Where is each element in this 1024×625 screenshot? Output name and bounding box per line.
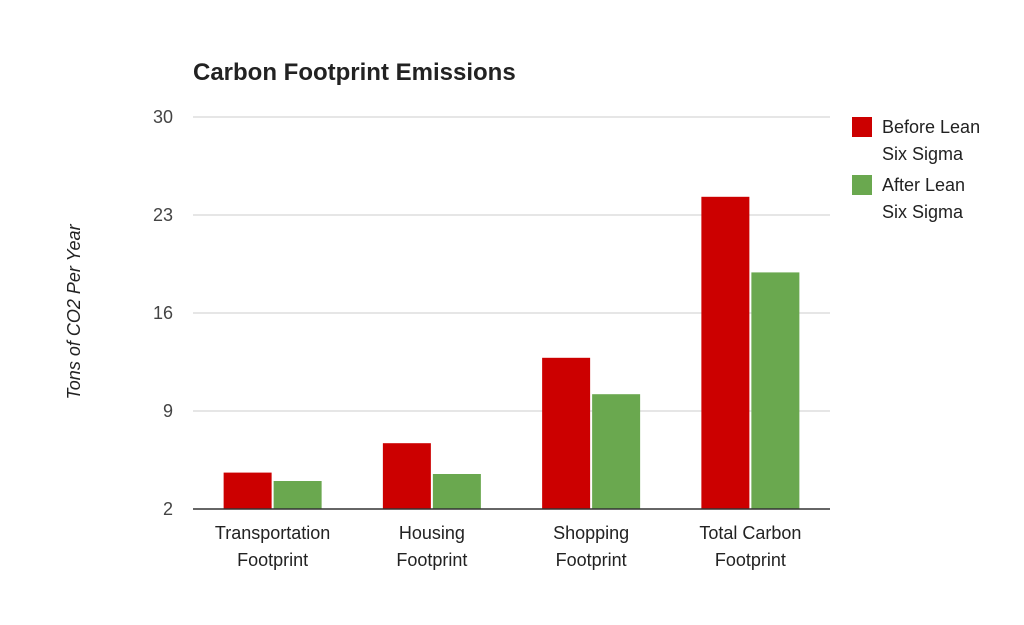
y-tick-label: 2 bbox=[163, 499, 173, 519]
legend-label: After Lean Six Sigma bbox=[882, 175, 965, 222]
bar-after-3 bbox=[751, 272, 800, 509]
bar-before-2 bbox=[542, 357, 591, 509]
x-category-label: Transportation Footprint bbox=[215, 523, 330, 570]
legend-label: Before Lean Six Sigma bbox=[882, 117, 980, 164]
x-axis-categories: Transportation Footprint Housing Footprint S… bbox=[215, 523, 801, 570]
x-category-label: Shopping Footprint bbox=[553, 523, 629, 570]
legend-swatch bbox=[852, 117, 872, 137]
y-tick-label: 9 bbox=[163, 401, 173, 421]
chart-title: Carbon Footprint Emissions bbox=[193, 59, 516, 86]
bar-after-2 bbox=[592, 394, 641, 509]
x-category-label: Housing Footprint bbox=[396, 523, 467, 570]
bar-before-0 bbox=[223, 472, 272, 509]
y-tick-label: 16 bbox=[153, 303, 173, 323]
bar-after-1 bbox=[432, 474, 481, 509]
x-category-label: Total Carbon Footprint bbox=[699, 523, 801, 570]
y-tick-label: 23 bbox=[153, 205, 173, 225]
bar-before-3 bbox=[701, 196, 750, 510]
y-axis-label: Tons of CO2 Per Year bbox=[64, 223, 84, 399]
y-axis-ticks: 2 9 16 23 30 bbox=[153, 107, 173, 519]
legend: Before Lean Six Sigma After Lean Six Sigma bbox=[852, 117, 980, 222]
bar-after-0 bbox=[273, 481, 322, 509]
legend-swatch bbox=[852, 175, 872, 195]
y-tick-label: 30 bbox=[153, 107, 173, 127]
bars bbox=[223, 196, 800, 510]
bar-before-1 bbox=[382, 443, 431, 509]
